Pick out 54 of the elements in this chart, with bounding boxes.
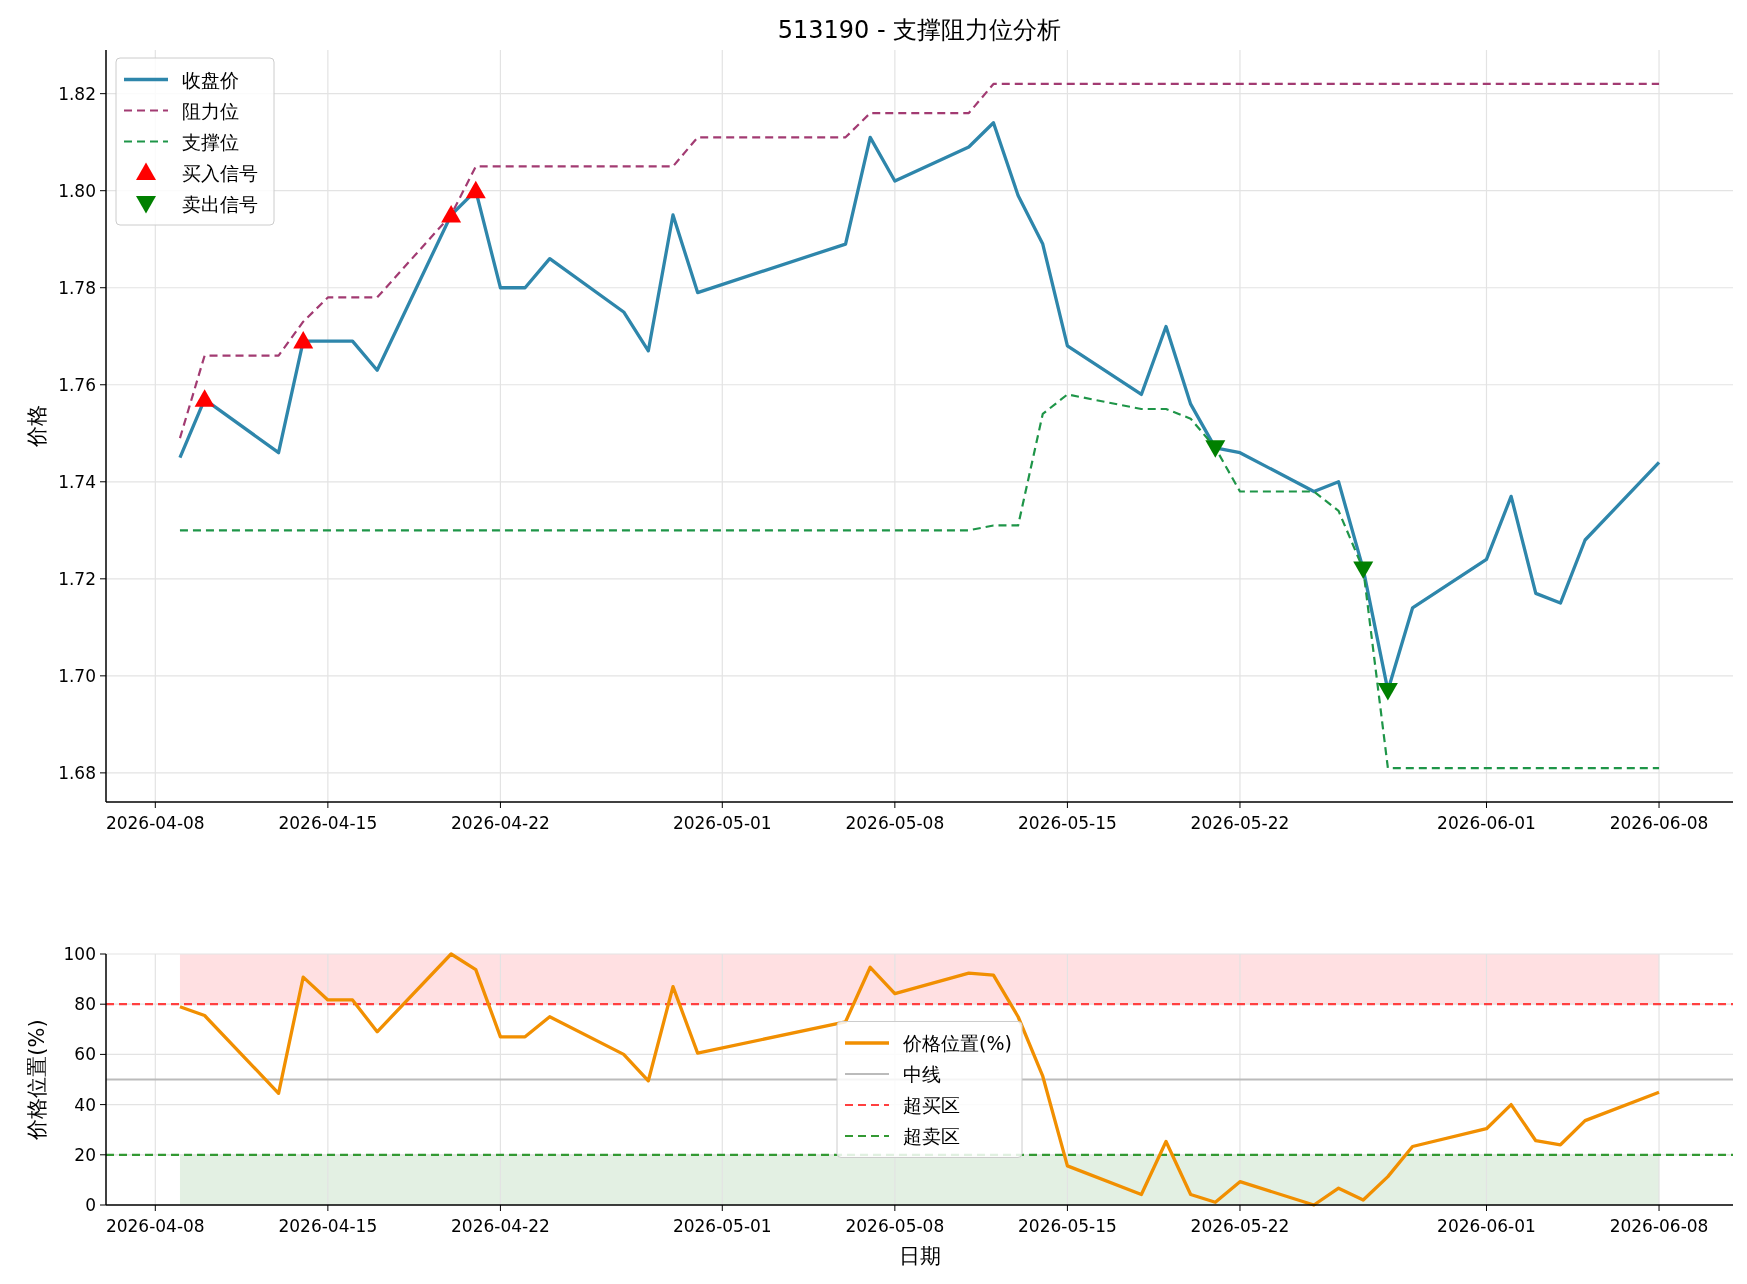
- x-tick-label: 2026-05-22: [1190, 1216, 1290, 1236]
- point: [293, 331, 314, 349]
- x-tick-label: 2026-06-08: [1609, 813, 1709, 833]
- line-series: [178, 393, 1661, 770]
- y-tick-label: 1.68: [58, 762, 96, 783]
- legend-label: 阻力位: [182, 99, 239, 122]
- line-series: [178, 952, 1661, 1207]
- point: [1353, 561, 1374, 580]
- legend-label: 收盘价: [182, 68, 239, 91]
- x-tick-label: 2026-04-15: [278, 1216, 378, 1236]
- y-axis-title: 价格: [25, 405, 49, 448]
- x-tick-label: 2026-06-01: [1437, 813, 1536, 833]
- point: [1377, 682, 1398, 701]
- point: [441, 204, 462, 223]
- x-tick-label: 2026-05-22: [1190, 813, 1290, 833]
- y-tick-label: 60: [74, 1044, 96, 1065]
- legend-label: 支撑位: [182, 130, 239, 153]
- chart-title: 513190 - 支撑阻力位分析: [777, 16, 1062, 44]
- y-tick-label: 1.78: [58, 277, 96, 298]
- y-tick-label: 1.72: [58, 568, 96, 589]
- x-tick-label: 2026-05-15: [1018, 813, 1117, 833]
- y-tick-label: 80: [74, 994, 96, 1015]
- legend-label: 超买区: [903, 1094, 960, 1116]
- y-tick-label: 1.74: [58, 471, 96, 492]
- y-tick-label: 1.70: [58, 665, 96, 686]
- x-tick-label: 2026-06-01: [1437, 1216, 1536, 1236]
- x-tick-label: 2026-05-15: [1018, 1216, 1117, 1236]
- x-tick-label: 2026-06-08: [1609, 1216, 1709, 1236]
- x-tick-label: 2026-05-08: [845, 1216, 945, 1236]
- point: [1205, 440, 1226, 458]
- x-tick-label: 2026-05-08: [845, 813, 945, 833]
- ref-line-label: 中线: [903, 1063, 941, 1085]
- x-tick-label: 2026-05-01: [672, 1216, 772, 1236]
- y-axis-title: 价格位置(%): [25, 1019, 49, 1141]
- legend-label: 卖出信号: [182, 192, 258, 215]
- y-tick-label: 0: [85, 1195, 96, 1215]
- y-tick-label: 1.80: [58, 180, 96, 201]
- y-tick-label: 20: [74, 1144, 96, 1165]
- x-tick-label: 2026-04-22: [451, 813, 550, 833]
- x-axis-title: 日期: [898, 1244, 941, 1268]
- legend-label: 买入信号: [182, 161, 258, 184]
- legend-label: 超卖区: [903, 1125, 960, 1147]
- y-tick-label: 100: [63, 944, 96, 964]
- y-tick-label: 40: [74, 1094, 96, 1115]
- point: [194, 389, 215, 407]
- x-tick-label: 2026-04-15: [278, 813, 378, 833]
- y-tick-label: 1.76: [58, 374, 96, 395]
- x-tick-label: 2026-04-22: [451, 1216, 550, 1236]
- point: [465, 180, 486, 199]
- y-tick-label: 1.82: [58, 83, 96, 104]
- legend-label: 价格位置(%): [902, 1032, 1012, 1054]
- x-tick-label: 2026-04-08: [105, 813, 205, 833]
- x-tick-label: 2026-04-08: [105, 1216, 205, 1236]
- x-tick-label: 2026-05-01: [672, 813, 772, 833]
